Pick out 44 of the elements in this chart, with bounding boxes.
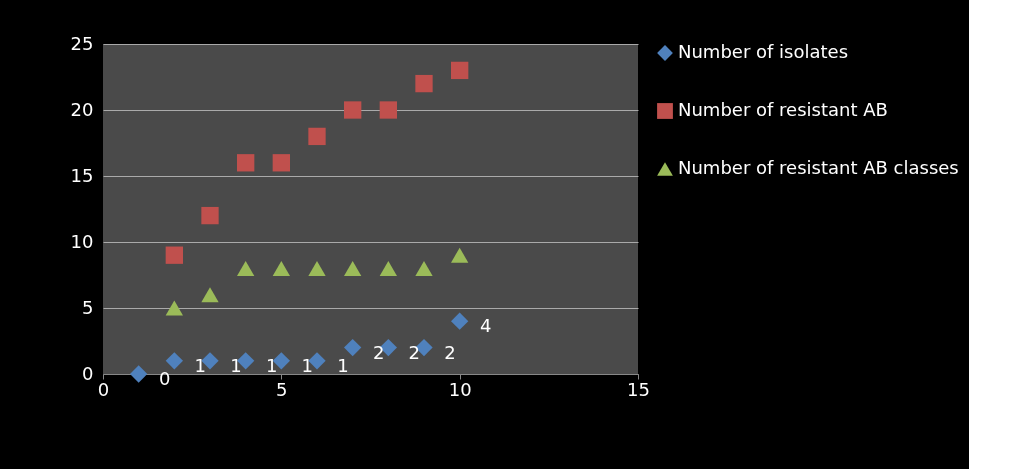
x-tick-label: 10 bbox=[448, 378, 472, 400]
data-label: 1 bbox=[337, 354, 349, 376]
point bbox=[130, 365, 148, 383]
x-tick-label: 0 bbox=[97, 378, 110, 400]
point bbox=[451, 61, 469, 80]
y-tick-label: 5 bbox=[82, 296, 94, 318]
point bbox=[237, 260, 255, 276]
point bbox=[272, 154, 290, 172]
data-label: 1 bbox=[301, 354, 314, 376]
point bbox=[308, 260, 326, 276]
y-tick-label: 25 bbox=[70, 32, 94, 54]
point bbox=[379, 101, 397, 119]
point bbox=[344, 260, 362, 276]
y-tick-label: 20 bbox=[70, 98, 94, 120]
data-label: 1 bbox=[265, 354, 278, 376]
data-label: 2 bbox=[408, 341, 421, 363]
data-label: 1 bbox=[194, 354, 207, 376]
x-tick-label: 5 bbox=[276, 378, 288, 400]
point bbox=[344, 101, 362, 119]
point bbox=[344, 338, 362, 357]
data-label: 4 bbox=[479, 315, 492, 337]
point bbox=[451, 247, 469, 263]
y-tick-label: 0 bbox=[82, 362, 94, 384]
point bbox=[201, 206, 219, 225]
y-tick-label: 15 bbox=[70, 164, 94, 186]
point bbox=[165, 300, 183, 316]
point bbox=[165, 352, 183, 370]
point bbox=[201, 287, 219, 303]
point bbox=[272, 260, 290, 276]
legend-label: Number of resistant AB classes bbox=[678, 157, 959, 178]
legend-label: Number of resistant AB bbox=[678, 99, 888, 120]
x-tick-label: 15 bbox=[627, 378, 650, 400]
point bbox=[237, 154, 255, 172]
point bbox=[308, 127, 326, 146]
legend-label: Number of isolates bbox=[678, 41, 849, 62]
point bbox=[165, 246, 183, 264]
point bbox=[415, 74, 433, 93]
data-label: 2 bbox=[372, 341, 385, 363]
point bbox=[379, 260, 397, 276]
data-label: 2 bbox=[444, 341, 456, 363]
point bbox=[451, 312, 469, 330]
y-tick-label: 10 bbox=[70, 230, 94, 252]
data-label: 1 bbox=[230, 354, 242, 376]
point bbox=[415, 260, 433, 276]
